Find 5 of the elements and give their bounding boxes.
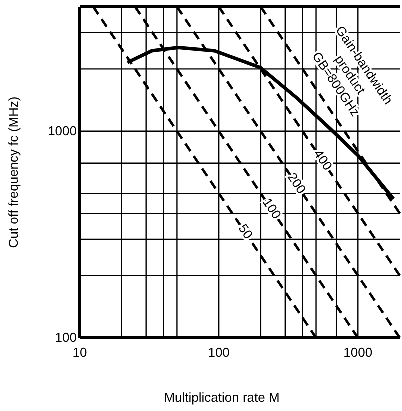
x-axis-title: Multiplication rate M xyxy=(164,390,280,405)
x-tick-label: 1000 xyxy=(344,345,373,360)
x-tick-label: 100 xyxy=(208,345,230,360)
y-axis-title: Cut off frequency fc (MHz) xyxy=(6,96,21,248)
x-tick-label: 10 xyxy=(72,345,88,360)
